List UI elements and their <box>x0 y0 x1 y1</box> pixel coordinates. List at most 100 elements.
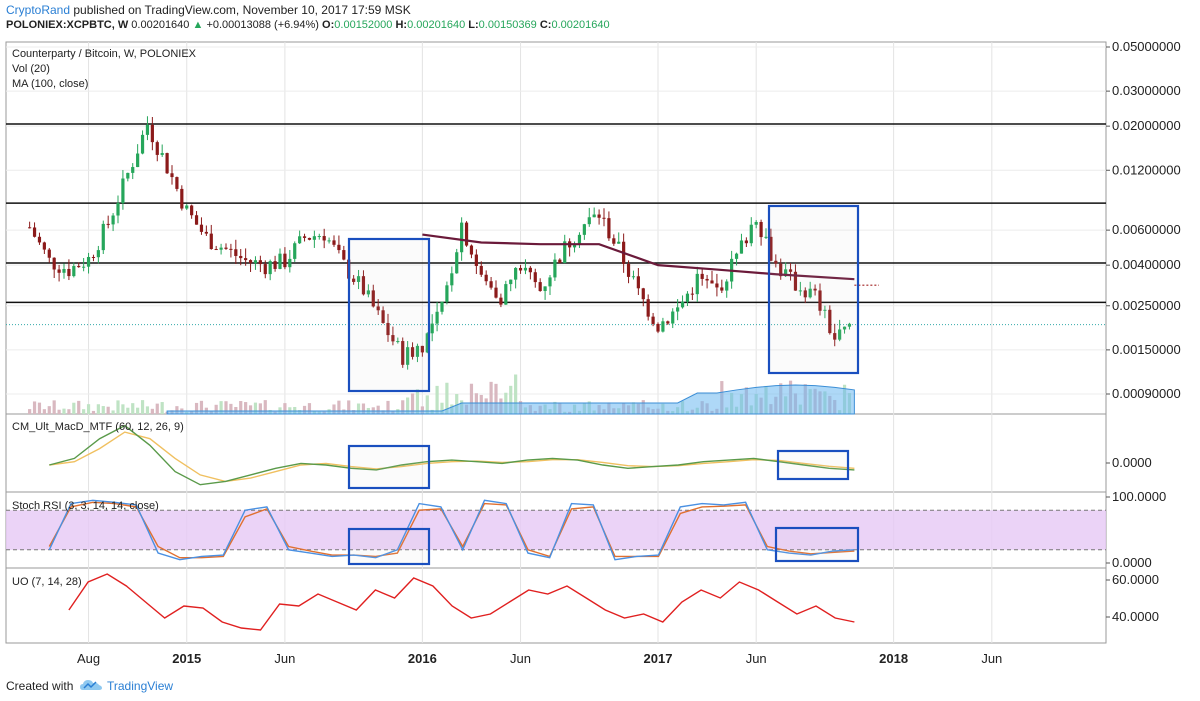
x-axis-label-8: Jun <box>981 651 1002 666</box>
ma-legend: MA (100, close) <box>12 78 88 90</box>
volume-bar <box>347 400 351 414</box>
candle-body <box>37 236 42 243</box>
volume-bar <box>101 406 105 414</box>
volume-bar <box>126 407 130 414</box>
candle-body <box>430 323 434 334</box>
candle-body <box>199 224 204 232</box>
candle-body <box>47 249 51 258</box>
volume-bar <box>150 408 154 414</box>
volume-bar <box>52 400 56 414</box>
candle-body <box>180 188 184 209</box>
candle-body <box>833 333 837 340</box>
author-link[interactable]: CryptoRand <box>6 3 71 17</box>
volume-legend: Vol (20) <box>12 63 50 75</box>
volume-bar <box>160 402 164 414</box>
stoch-k-line <box>48 499 855 561</box>
candle-body <box>273 261 277 269</box>
candle-body <box>366 290 370 295</box>
macd-fast-line <box>49 424 855 486</box>
candle-body <box>234 249 238 256</box>
symbol-label: POLONIEX:XCPBTC, W <box>6 19 129 31</box>
candle-body <box>396 341 400 343</box>
price-y-label-2: 0.02000000 <box>1112 118 1181 133</box>
volume-bar <box>121 404 125 414</box>
candle-body <box>509 279 513 285</box>
volume-bar <box>224 401 228 414</box>
volume-bar <box>435 385 439 414</box>
candle-body <box>651 316 655 324</box>
box-stoch-2015 <box>347 527 431 566</box>
volume-bar <box>455 394 459 414</box>
candle-body <box>607 218 611 239</box>
volume-bar <box>332 404 336 414</box>
low-value: 0.00150369 <box>478 19 537 31</box>
x-axis-label-0: Aug <box>77 651 100 666</box>
volume-bar <box>32 401 37 414</box>
candle-body <box>734 253 739 259</box>
candle-body <box>361 276 366 295</box>
stoch-legend: Stoch RSI (3, 3, 14, 14, close) <box>12 500 159 512</box>
candle-body <box>327 240 331 242</box>
open-label: O: <box>322 19 335 31</box>
candle-body <box>808 288 812 298</box>
volume-bar <box>307 403 312 414</box>
tradingview-link[interactable]: TradingView <box>107 679 174 693</box>
macd-signal-line <box>49 431 855 483</box>
volume-bar <box>106 406 110 414</box>
candle-body <box>700 273 704 279</box>
up-arrow-icon: ▲ <box>192 19 204 31</box>
candle-body <box>626 263 631 277</box>
candle-body <box>317 236 321 238</box>
volume-ma-area <box>166 384 855 415</box>
volume-bar <box>239 401 243 414</box>
candle-body <box>239 255 243 259</box>
candle-body <box>72 266 76 277</box>
candle-body <box>715 283 719 288</box>
candle-body <box>676 307 680 312</box>
candle-body <box>813 288 817 291</box>
candle-body <box>842 326 847 330</box>
candle-body <box>617 241 621 244</box>
volume-bar <box>406 397 410 414</box>
candle-body <box>636 276 640 289</box>
macd-legend: CM_Ult_MacD_MTF (60, 12, 26, 9) <box>12 421 184 433</box>
candle-body <box>744 240 748 244</box>
candle-body <box>553 259 557 278</box>
price-legend-title: Counterparty / Bitcoin, W, POLONIEX <box>12 48 197 60</box>
candle-body <box>474 254 478 266</box>
low-label: L: <box>468 19 479 31</box>
candle-body <box>91 256 96 258</box>
candle-body <box>479 265 483 275</box>
volume-bar <box>263 400 267 414</box>
volume-bar <box>494 383 498 414</box>
candle-body <box>415 345 420 357</box>
volume-bar <box>136 407 140 414</box>
candle-body <box>597 214 601 218</box>
price-y-label-5: 0.00400000 <box>1112 257 1181 272</box>
candle-body <box>136 153 140 168</box>
candle-body <box>263 264 267 275</box>
x-axis-label-7: 2018 <box>879 651 908 666</box>
box-stoch-2017 <box>774 526 860 563</box>
candle-body <box>322 236 326 241</box>
chart-canvas[interactable]: 0.05000000 0.03000000 0.02000000 0.01200000… <box>0 36 1200 670</box>
volume-bar <box>258 403 262 414</box>
candle-body <box>332 240 336 245</box>
uo-y-label-0: 60.0000 <box>1112 572 1159 587</box>
volume-bar <box>283 403 287 414</box>
candle-body <box>293 243 297 259</box>
volume-bar <box>37 402 42 414</box>
candle-body <box>219 247 223 250</box>
volume-bar <box>386 400 390 414</box>
close-value: 0.00201640 <box>551 19 610 31</box>
highlight-boxes <box>347 204 860 566</box>
volume-bar <box>131 403 135 414</box>
volume-bars <box>28 374 855 415</box>
candle-body <box>106 223 110 225</box>
x-axis-label-6: Jun <box>746 651 767 666</box>
candle-body <box>248 260 253 264</box>
candle-body <box>847 323 852 327</box>
candle-body <box>101 223 105 251</box>
candle-body <box>67 268 71 277</box>
volume-bar <box>248 405 253 414</box>
